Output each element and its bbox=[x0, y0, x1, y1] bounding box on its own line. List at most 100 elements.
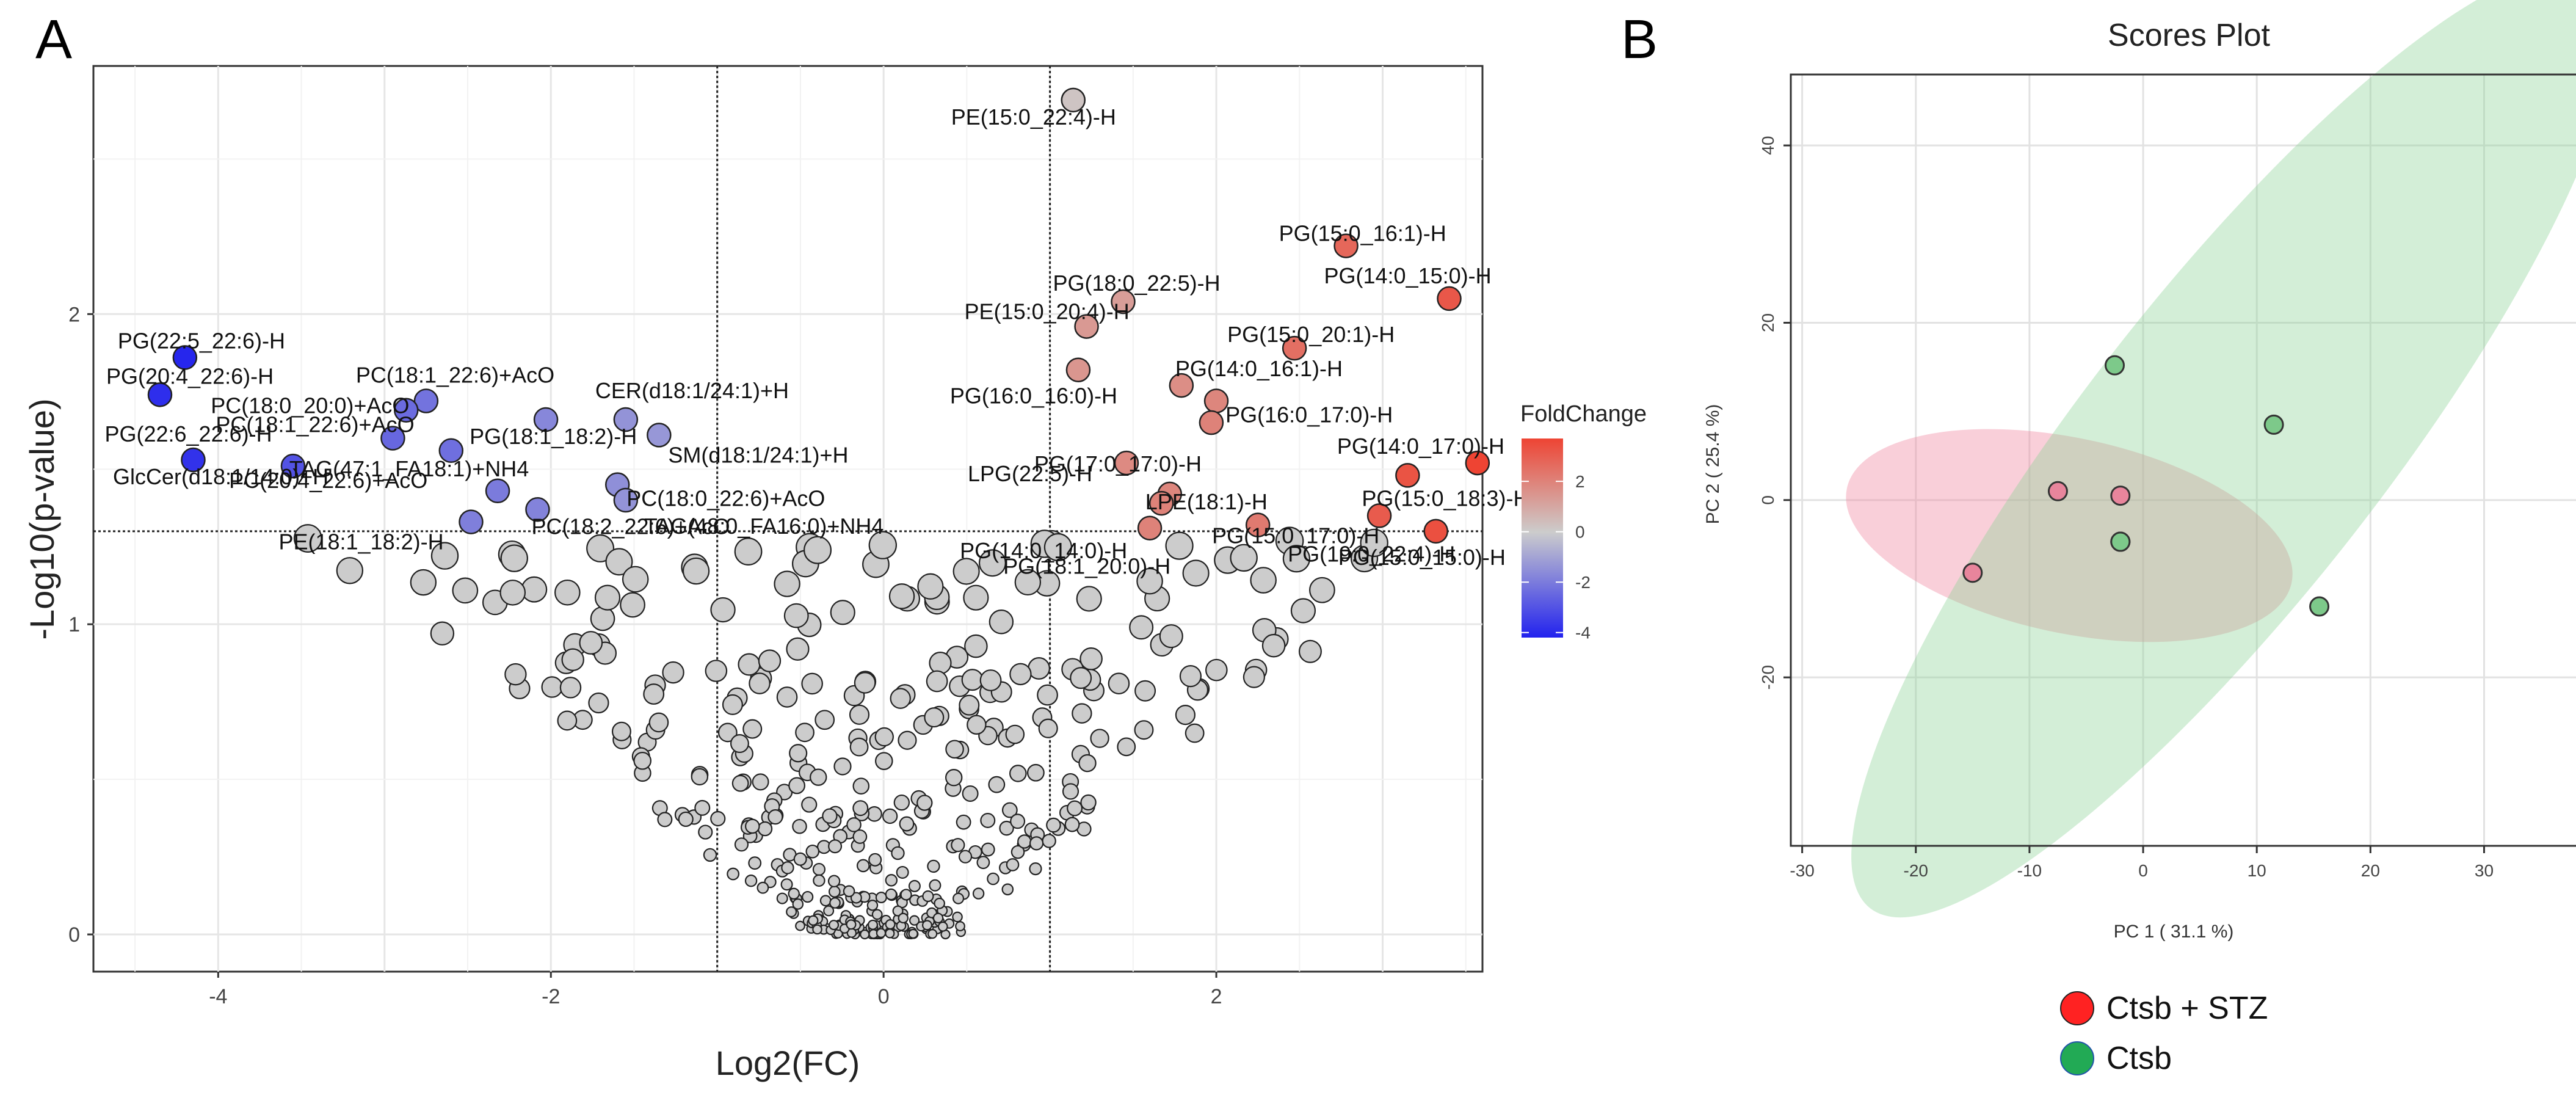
nonsignificant-point bbox=[934, 897, 945, 909]
nonsignificant-point bbox=[789, 744, 808, 763]
nonsignificant-point bbox=[964, 634, 988, 658]
significant-point bbox=[380, 426, 405, 451]
significant-point bbox=[1199, 410, 1224, 435]
panel-letter-b: B bbox=[1621, 9, 1658, 70]
nonsignificant-point bbox=[926, 670, 948, 693]
nonsignificant-point bbox=[929, 879, 942, 892]
point-label: PG(22:6_22:6)-H bbox=[104, 421, 272, 446]
pca-ellipses bbox=[1846, 0, 2576, 918]
nonsignificant-point bbox=[788, 777, 806, 795]
nonsignificant-point bbox=[962, 785, 979, 802]
nonsignificant-point bbox=[776, 892, 788, 904]
nonsignificant-point bbox=[691, 768, 709, 786]
nonsignificant-point bbox=[1067, 800, 1083, 817]
ellipse-ctsb bbox=[1851, 0, 2576, 918]
nonsignificant-point bbox=[1108, 672, 1130, 695]
volcano-plot: PE(15:0_22:4)-H PG(15:0_16:1)-H PG(14:0_15… bbox=[23, 65, 1647, 1082]
nonsignificant-point bbox=[1308, 577, 1335, 603]
y-tick-label: 20 bbox=[1758, 313, 1777, 332]
nonsignificant-point bbox=[1079, 647, 1103, 671]
nonsignificant-point bbox=[827, 875, 841, 888]
nonsignificant-point bbox=[1179, 665, 1202, 688]
point-label: PG(20:4_22:6)-H bbox=[106, 363, 274, 388]
legend-label-ctsb-stz: Ctsb + STZ bbox=[2106, 991, 2268, 1026]
nonsignificant-point bbox=[1017, 834, 1032, 849]
point-label: PC(18:1_22:6)+AcO bbox=[216, 412, 414, 437]
point-label: PE(18:1_18:2)-H bbox=[278, 529, 443, 555]
nonsignificant-point bbox=[605, 548, 633, 576]
nonsignificant-point bbox=[795, 920, 805, 931]
pca-legend: Ctsb + STZ Ctsb bbox=[2060, 991, 2268, 1076]
nonsignificant-point bbox=[999, 820, 1014, 836]
nonsignificant-point bbox=[1136, 567, 1163, 595]
nonsignificant-point bbox=[1029, 862, 1042, 876]
y-tick-label: 0 bbox=[1758, 495, 1777, 505]
nonsignificant-point bbox=[500, 544, 529, 572]
pca-plot-area bbox=[1790, 73, 2576, 847]
nonsignificant-point bbox=[815, 710, 835, 730]
nonsignificant-point bbox=[561, 648, 584, 671]
y-tick-label: 1 bbox=[68, 613, 80, 636]
nonsignificant-point bbox=[801, 796, 818, 813]
volcano-ticks: -4 -2 0 2 0 1 2 bbox=[68, 303, 1222, 1008]
nonsignificant-point bbox=[813, 874, 825, 887]
significant-point bbox=[1111, 289, 1136, 315]
point-label: TAG(48:0_FA16:0)+NH4 bbox=[644, 514, 884, 539]
point-label: PG(18:0_22:5)-H bbox=[1053, 271, 1220, 296]
nonsignificant-point bbox=[860, 929, 870, 940]
panel-letter-a: A bbox=[35, 9, 72, 70]
nonsignificant-point bbox=[738, 653, 761, 676]
point-label: PG(18:1_20:0)-H bbox=[1003, 554, 1170, 579]
nonsignificant-point bbox=[1038, 718, 1058, 738]
nonsignificant-point bbox=[734, 537, 763, 566]
volcano-y-axis-label: -Log10(p-value) bbox=[23, 398, 61, 639]
nonsignificant-point bbox=[875, 892, 887, 904]
nonsignificant-point bbox=[1043, 533, 1073, 562]
nonsignificant-point bbox=[927, 859, 940, 873]
nonsignificant-point bbox=[1134, 680, 1156, 702]
nonsignificant-point bbox=[788, 887, 800, 900]
nonsignificant-point bbox=[952, 558, 980, 585]
nonsignificant-point bbox=[717, 722, 738, 743]
nonsignificant-point bbox=[648, 712, 669, 733]
nonsignificant-point bbox=[846, 817, 862, 832]
nonsignificant-point bbox=[829, 920, 840, 931]
nonsignificant-point bbox=[850, 892, 862, 904]
nonsignificant-point bbox=[1129, 615, 1154, 640]
legend-title: FoldChange bbox=[1520, 401, 1647, 427]
nonsignificant-point bbox=[633, 751, 651, 770]
nonsignificant-point bbox=[744, 818, 760, 834]
nonsignificant-point bbox=[662, 661, 684, 684]
legend-swatch-ctsb bbox=[2060, 1041, 2094, 1075]
point-label: PG(14:0_17:0)-H bbox=[1337, 434, 1504, 459]
nonsignificant-point bbox=[810, 768, 827, 786]
nonsignificant-point bbox=[882, 808, 898, 824]
nonsignificant-point bbox=[980, 812, 996, 828]
nonsignificant-point bbox=[888, 583, 915, 609]
nonsignificant-point bbox=[896, 865, 909, 879]
point-label: GlcCer(d18:1/14:0)+H bbox=[113, 464, 328, 489]
legend-ticks: 2 0 -2 -4 bbox=[1522, 472, 1591, 642]
nonsignificant-point bbox=[989, 609, 1014, 635]
nonsignificant-point bbox=[804, 536, 832, 564]
nonsignificant-point bbox=[1009, 765, 1027, 782]
nonsignificant-point bbox=[1028, 657, 1050, 680]
nonsignificant-point bbox=[586, 534, 615, 562]
significant-point bbox=[1203, 388, 1229, 413]
nonsignificant-point bbox=[871, 909, 883, 920]
nonsignificant-point bbox=[961, 669, 984, 691]
nonsignificant-point bbox=[963, 584, 989, 611]
point-label: PG(17:0_17:0)-H bbox=[1034, 451, 1202, 476]
y-tick-label: 40 bbox=[1758, 136, 1777, 155]
y-tick-label: -20 bbox=[1758, 665, 1777, 689]
nonsignificant-point bbox=[1078, 754, 1097, 773]
nonsignificant-point bbox=[1037, 684, 1058, 706]
nonsignificant-point bbox=[1090, 729, 1109, 748]
nonsignificant-point bbox=[808, 915, 819, 926]
point-label: SM(d18:1/24:1)+H bbox=[668, 442, 848, 467]
nonsignificant-point bbox=[1282, 545, 1311, 573]
significant-point bbox=[280, 453, 306, 479]
nonsignificant-point bbox=[730, 734, 749, 754]
nonsignificant-point bbox=[749, 672, 771, 694]
nonsignificant-point bbox=[1230, 544, 1258, 572]
